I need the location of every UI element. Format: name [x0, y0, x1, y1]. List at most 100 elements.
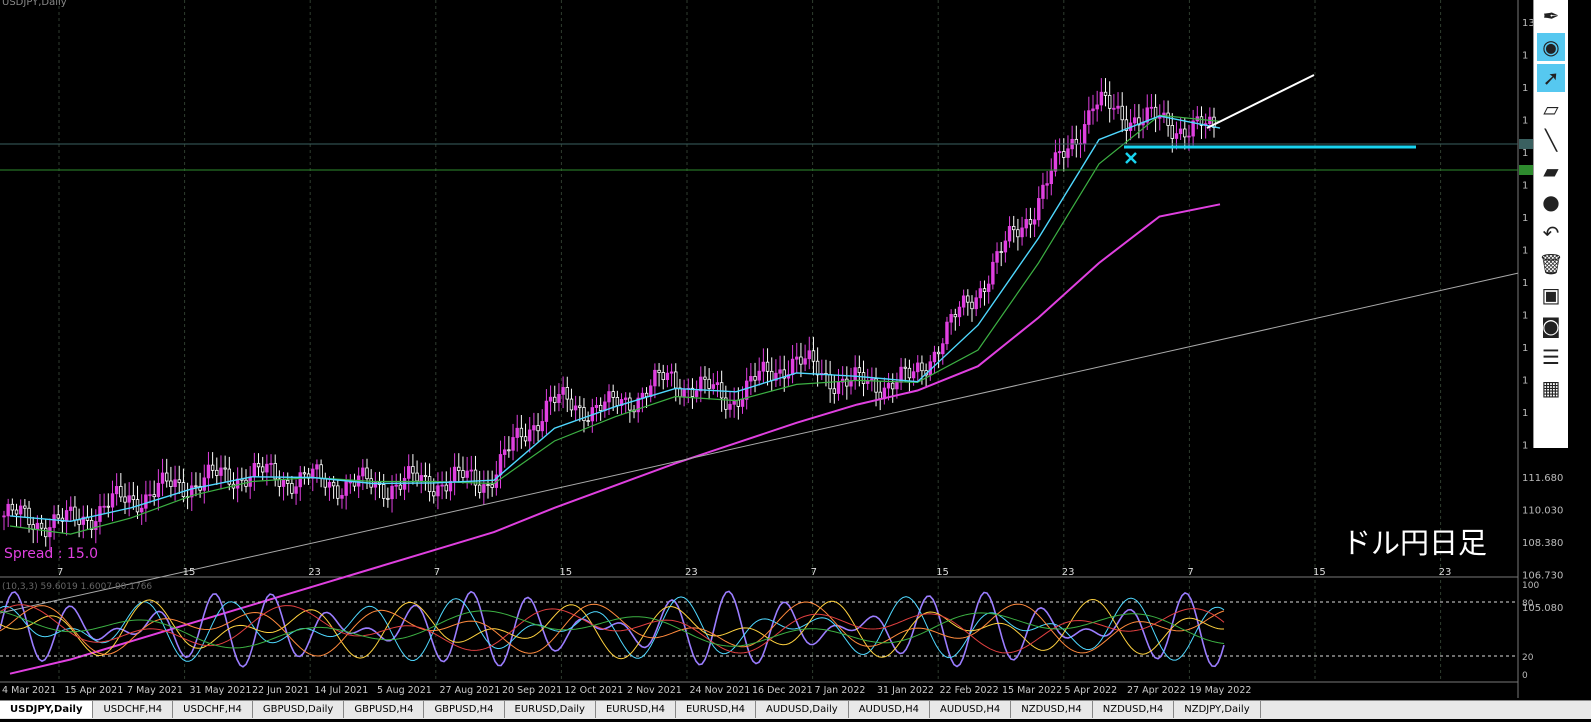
candle [381, 484, 386, 499]
chart-tab[interactable]: EURUSD,H4 [676, 701, 756, 718]
undo-icon[interactable]: ↶ [1542, 221, 1560, 245]
candle [953, 314, 958, 318]
candle [970, 301, 974, 310]
candle [106, 505, 111, 508]
candle [1166, 112, 1170, 126]
chart-tab[interactable]: AUDUSD,H4 [849, 701, 930, 718]
candle [623, 397, 628, 400]
candle [1041, 184, 1045, 199]
candle [498, 454, 503, 476]
candle [995, 251, 999, 263]
candle [119, 486, 123, 498]
candle [144, 494, 148, 509]
candle [949, 314, 953, 323]
candle [715, 382, 720, 386]
candle [911, 371, 916, 379]
candle [657, 369, 661, 373]
candle [966, 295, 970, 303]
screen-icon[interactable]: ▣ [1541, 283, 1561, 307]
drawing-toolbar: ✒ ◉ ➚ ▱ ╲ ▰ ● ↶ 🗑 ▣ ◙ ☰ ▦ [1533, 0, 1568, 448]
candle [477, 484, 482, 493]
candle [523, 436, 528, 442]
candle [344, 481, 348, 496]
candle [857, 367, 862, 373]
candle [724, 397, 728, 410]
chart-tab[interactable]: NZDJPY,Daily [1174, 701, 1261, 718]
candle [569, 398, 574, 411]
chart-tab[interactable]: USDCHF,H4 [93, 701, 174, 718]
candle [10, 503, 15, 511]
candle [582, 407, 586, 422]
candle [1137, 117, 1141, 126]
date-label: 22 Feb 2022 [940, 685, 999, 696]
candle [77, 519, 81, 525]
cursor-icon[interactable]: ➚ [1537, 64, 1565, 92]
candle [703, 376, 707, 380]
day-tick-label: 15 [1313, 567, 1326, 578]
candle [407, 466, 411, 479]
trash-icon[interactable]: 🗑 [1538, 252, 1564, 276]
chart-tab[interactable]: AUDUSD,Daily [756, 701, 849, 718]
osc-scale-label: 0 [1522, 671, 1528, 681]
dot-icon[interactable]: ● [1542, 190, 1560, 214]
tab-bar: USDJPY,Daily USDCHF,H4 USDCHF,H4 GBPUSD,Dai… [0, 700, 1591, 719]
date-label: 12 Oct 2021 [565, 685, 624, 696]
palette-icon[interactable]: ▦ [1541, 376, 1561, 400]
candle [690, 387, 695, 397]
pen-icon[interactable]: ✒ [1542, 4, 1560, 28]
line-icon[interactable]: ╲ [1544, 128, 1558, 152]
chart-tab[interactable]: EURUSD,H4 [596, 701, 676, 718]
candle [790, 358, 795, 375]
candle [386, 497, 390, 500]
candle [811, 350, 816, 362]
chart-tab[interactable]: NZDUSD,H4 [1011, 701, 1093, 718]
day-tick-label: 15 [936, 567, 949, 578]
candle [507, 449, 511, 452]
chart-tab[interactable]: USDJPY,Daily [0, 701, 94, 718]
notes-icon[interactable]: ☰ [1542, 345, 1560, 369]
candle [114, 486, 119, 495]
chart-tab[interactable]: EURUSD,Daily [505, 701, 596, 718]
price-tick-label: 110.030 [1522, 506, 1563, 517]
candle [448, 480, 453, 492]
candle [215, 469, 219, 476]
price-tick-label: 1 [1522, 376, 1528, 387]
camera-icon[interactable]: ◙ [1541, 314, 1561, 338]
date-label: 7 Jan 2022 [815, 685, 866, 696]
date-label: 4 Mar 2021 [2, 685, 56, 696]
candle [957, 306, 962, 318]
price-tick-label: 111.680 [1522, 473, 1563, 484]
chart-tab[interactable]: USDCHF,H4 [173, 701, 253, 718]
candle [336, 485, 340, 499]
candle [978, 288, 983, 299]
candle [256, 463, 261, 468]
osc-line [0, 598, 1224, 660]
osc-line [0, 590, 1225, 668]
eraser2-icon[interactable]: ▰ [1543, 159, 1559, 183]
chart-tab[interactable]: GBPUSD,Daily [253, 701, 345, 718]
candle [749, 376, 753, 382]
candle [102, 505, 106, 508]
candle [1020, 227, 1024, 238]
candle [311, 468, 315, 479]
candle [1062, 151, 1066, 158]
candle [682, 388, 686, 398]
chart-tab[interactable]: GBPUSD,H4 [344, 701, 425, 718]
candle [190, 485, 194, 498]
day-tick-label: 7 [811, 567, 817, 578]
candle [941, 343, 945, 355]
chart-tab[interactable]: AUDUSD,H4 [930, 701, 1012, 718]
eye-icon[interactable]: ◉ [1537, 33, 1565, 61]
candle [69, 506, 73, 511]
candle [427, 476, 432, 493]
chart-tab[interactable]: NZDUSD,H4 [1093, 701, 1175, 718]
chart-tab[interactable]: GBPUSD,H4 [424, 701, 505, 718]
candle [544, 400, 549, 422]
date-label: 2 Nov 2021 [627, 685, 682, 696]
eraser-icon[interactable]: ▱ [1543, 97, 1559, 121]
candle [1024, 219, 1028, 229]
candle [148, 494, 152, 497]
candle [853, 367, 857, 381]
